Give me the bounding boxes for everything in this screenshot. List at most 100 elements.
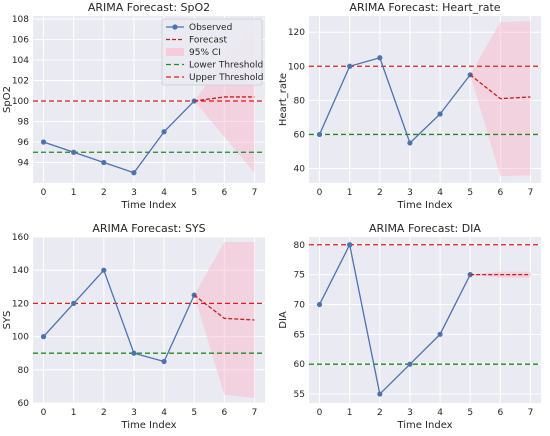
x-tick-label: 3 — [131, 408, 137, 418]
legend-marker-observed — [172, 24, 178, 30]
legend-label: Lower Threshold — [189, 61, 263, 71]
y-axis-label: SpO2 — [2, 86, 13, 113]
x-tick-label: 3 — [407, 408, 413, 418]
observed-point — [40, 139, 47, 145]
observed-point — [316, 301, 323, 308]
x-tick-label: 5 — [467, 188, 473, 198]
observed-line — [318, 242, 471, 396]
chart-title: ARIMA Forecast: SYS — [92, 222, 205, 235]
x-tick-label: 0 — [41, 188, 47, 198]
y-tick-label: 65 — [294, 330, 305, 340]
y-tick-label: 80 — [18, 366, 30, 376]
x-tick-label: 4 — [161, 188, 167, 198]
plot-area — [309, 237, 541, 403]
observed-line — [43, 100, 195, 174]
x-tick-label: 5 — [191, 188, 197, 198]
x-tick-label: 4 — [437, 188, 443, 198]
x-tick-label: 5 — [191, 408, 197, 418]
y-tick-label: 60 — [294, 130, 306, 140]
y-tick-label: 60 — [18, 399, 30, 409]
y-tick-label: 70 — [294, 300, 306, 310]
forecast-line — [469, 74, 531, 100]
observed-point — [347, 63, 353, 69]
observed-point — [407, 140, 413, 146]
y-tick-label: 60 — [294, 360, 306, 370]
y-tick-label: 140 — [12, 266, 29, 276]
x-axis-label: Time Index — [120, 420, 176, 431]
x-tick-label: 6 — [221, 188, 227, 198]
observed-point — [377, 55, 383, 61]
x-tick-label: 6 — [497, 188, 503, 198]
observed-point — [101, 267, 107, 273]
observed-point — [437, 331, 443, 337]
observed-point — [101, 159, 107, 166]
observed-point — [377, 391, 383, 397]
x-tick-label: 3 — [131, 188, 137, 198]
legend-label: Observed — [189, 23, 232, 33]
y-tick-label: 120 — [288, 28, 305, 38]
plot-area — [309, 16, 541, 183]
y-axis-label: SYS — [2, 311, 13, 330]
y-tick-label: 96 — [18, 138, 30, 148]
x-tick-label: 5 — [467, 408, 473, 418]
y-axis-label: Heart_rate — [278, 73, 289, 126]
x-tick-label: 1 — [71, 188, 77, 198]
x-tick-label: 2 — [101, 408, 107, 418]
observed-point — [347, 242, 353, 248]
y-tick-label: 55 — [294, 390, 305, 400]
y-tick-label: 94 — [18, 159, 30, 169]
y-tick-label: 40 — [294, 165, 306, 175]
x-tick-label: 4 — [437, 408, 443, 418]
observed-point — [316, 131, 323, 138]
observed-point — [131, 170, 137, 176]
y-tick-label: 102 — [12, 77, 29, 87]
observed-line — [318, 56, 471, 145]
observed-point — [161, 358, 167, 365]
y-tick-label: 80 — [294, 241, 306, 251]
legend: Observed Forecast 95% CI Lower Threshold Upp… — [161, 18, 263, 86]
x-tick-label: 3 — [407, 188, 413, 198]
legend-label: 95% CI — [189, 48, 221, 58]
subplot-1: 0 1 2 3 4 5 6 7 94 96 98 100 102 104 106 108 ARIMA Forec… — [2, 1, 265, 211]
x-tick-label: 2 — [101, 188, 107, 198]
legend-swatch-ci — [166, 48, 184, 56]
x-tick-label: 2 — [377, 188, 383, 198]
x-tick-label: 7 — [528, 188, 534, 198]
x-axis-label: Time Index — [120, 200, 176, 211]
legend-label: Upper Threshold — [189, 73, 263, 83]
legend-label: Forecast — [189, 36, 228, 46]
observed-point — [161, 129, 167, 135]
x-tick-label: 2 — [377, 408, 383, 418]
observed-point — [71, 300, 77, 306]
observed-point — [191, 98, 197, 104]
y-tick-label: 80 — [294, 96, 306, 106]
plot-area — [33, 237, 265, 403]
subplot-4: 0 1 2 3 4 5 6 7 55 60 65 70 75 80 ARIMA Forecast: DIA T… — [278, 222, 541, 431]
observed-point — [40, 334, 47, 340]
observed-point — [71, 149, 77, 155]
x-axis-label: Time Index — [396, 420, 452, 431]
x-tick-label: 1 — [347, 408, 353, 418]
forecast-line — [193, 294, 255, 321]
ci-band — [194, 241, 255, 399]
y-tick-label: 108 — [12, 15, 29, 25]
x-tick-label: 7 — [252, 408, 258, 418]
x-tick-label: 0 — [317, 408, 323, 418]
legend-frame — [161, 18, 263, 86]
subplot-2: 0 1 2 3 4 5 6 7 40 60 80 100 120 ARIMA Forecast: Hear… — [278, 1, 541, 211]
y-tick-label: 160 — [12, 233, 29, 243]
observed-point — [437, 111, 443, 117]
x-tick-label: 7 — [528, 408, 534, 418]
x-tick-label: 1 — [71, 408, 77, 418]
y-tick-label: 100 — [12, 97, 29, 107]
y-tick-label: 106 — [12, 36, 29, 46]
y-tick-label: 100 — [12, 333, 29, 343]
x-tick-label: 6 — [497, 408, 503, 418]
y-tick-label: 104 — [12, 56, 29, 66]
x-axis-label: Time Index — [396, 200, 452, 211]
subplot-3: 0 1 2 3 4 5 6 7 60 80 100 120 140 160 ARIMA Forecast: … — [2, 222, 265, 431]
observed-point — [407, 361, 413, 367]
x-tick-label: 1 — [347, 188, 353, 198]
observed-line — [43, 268, 195, 363]
x-tick-label: 7 — [252, 188, 258, 198]
